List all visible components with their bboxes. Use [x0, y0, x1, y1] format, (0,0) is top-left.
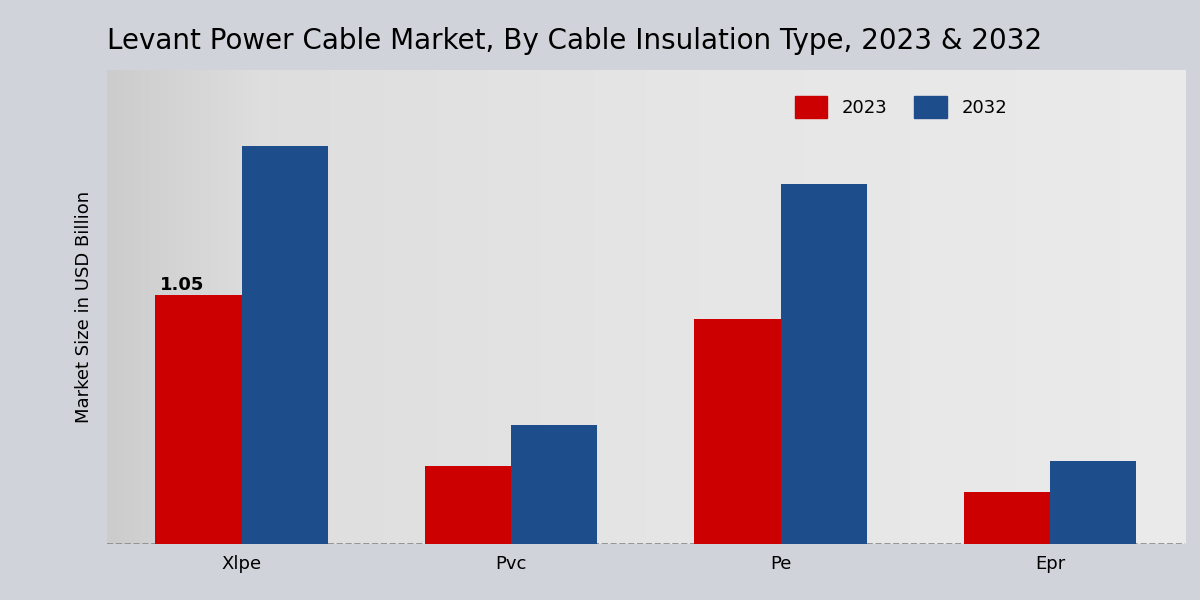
Bar: [781, 184, 866, 544]
Bar: [241, 146, 328, 544]
Bar: [695, 319, 781, 544]
Bar: [964, 492, 1050, 544]
Y-axis label: Market Size in USD Billion: Market Size in USD Billion: [74, 191, 94, 423]
Bar: [511, 425, 598, 544]
Bar: [425, 466, 511, 544]
Bar: [1050, 461, 1136, 544]
Text: 1.05: 1.05: [160, 276, 204, 294]
Legend: 2023, 2032: 2023, 2032: [787, 88, 1014, 125]
Text: Levant Power Cable Market, By Cable Insulation Type, 2023 & 2032: Levant Power Cable Market, By Cable Insu…: [107, 27, 1042, 55]
Bar: [156, 295, 241, 544]
